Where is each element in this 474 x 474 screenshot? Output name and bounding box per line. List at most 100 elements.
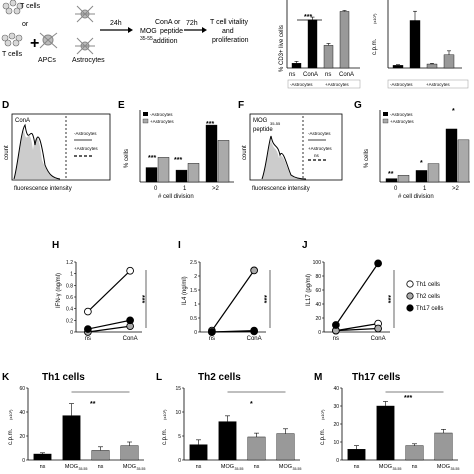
xtick-label-barsL-3: MOG (279, 464, 292, 470)
panel-a-schematic: T cells or T cells + APCs Astrocytes (1, 0, 249, 64)
mog-sub: 35-55 (140, 36, 153, 42)
bar-barsG-1-1 (427, 163, 440, 183)
xtick-sub-barsL-3: 35-55 (293, 467, 302, 471)
panel-k-ylabel: c.p.m. (8, 428, 14, 445)
panel-f-ns: ns (314, 153, 320, 158)
legend-marker-th2 (406, 292, 414, 300)
panel-k-title: Th1 cells (42, 372, 85, 383)
panel-k-stat: ** (90, 401, 96, 408)
arrow-2-label: 72h (186, 20, 198, 27)
ytick-label-lineH-4: 0.8 (66, 283, 73, 289)
bar-barsE-1-1 (187, 163, 200, 183)
arrow-1-head (128, 27, 133, 33)
panel-i: I IL4 (ng/ml) 0 0.5 1 1.5 2 2.5 ns ConA *** (178, 240, 271, 342)
panel-b-tick-2: ConA (303, 72, 318, 78)
panel-f-letter: F (238, 100, 244, 111)
panel-c-legend-2: +Astrocytes (426, 82, 450, 87)
xtick-label-lineI-1: ConA (247, 336, 262, 342)
panel-g-legend-2: +Astrocytes (390, 119, 414, 124)
panel-i-stat: *** (260, 295, 267, 303)
bar-barsC-0 (392, 65, 404, 69)
point-lineH-0-1 (126, 266, 134, 275)
panel-g-tick-1: 0 (394, 186, 398, 192)
panel-g-ylabel: % cells (364, 149, 370, 168)
xtick-sub-barsM-1: 35-55 (393, 467, 402, 471)
panel-h-ylabel: IFN-γ (ng/ml) (56, 273, 62, 308)
panel-d-histogram-minus (13, 123, 61, 180)
series-line-lineI-2 (211, 330, 255, 333)
ytick-label-barsK-2: 40 (19, 410, 25, 416)
panel-g-xlabel: # cell division (398, 194, 434, 200)
panel-l-stat: * (250, 401, 253, 408)
astrocytes-label: Astrocytes (72, 57, 105, 64)
bar-barsC-1 (409, 20, 421, 69)
bar-barsE-2-0 (205, 124, 218, 183)
ytick-label-lineH-2: 0.4 (66, 307, 73, 313)
panel-i-plot: 0 0.5 1 1.5 2 2.5 ns ConA (190, 260, 271, 342)
point-lineJ-2-0 (332, 321, 340, 329)
outcome-line-2: and (222, 28, 234, 35)
panel-f-legend-1: -Astrocytes (308, 131, 331, 136)
ytick-label-barsL-0: 0 (178, 458, 181, 464)
xtick-label-lineI-0: ns (209, 336, 215, 342)
panel-b: % CD3+ live cells *** ns ConA ns ConA -A… (279, 0, 361, 89)
panel-f-title: MOG (253, 118, 268, 124)
bar-barsK-0 (33, 453, 52, 461)
series-line-lineJ-2 (335, 263, 379, 326)
panel-h: H IFN-γ (ng/ml) 00.20.40.60.811.2ns ConA … (52, 240, 147, 342)
panel-h-stat: *** (138, 295, 145, 303)
panel-i-ylabel: IL4 (ng/ml) (182, 276, 188, 305)
ytick-label-lineJ-4: 80 (315, 274, 321, 280)
bar-barsL-0 (189, 444, 208, 461)
panel-b-tick-3: ns (325, 72, 331, 78)
bar-barsG-1-0 (415, 170, 428, 183)
panel-l-ylabel: c.p.m. (162, 428, 168, 445)
panel-b-legend-2: +Astrocytes (325, 82, 349, 87)
panel-e-legend-swatch-2 (142, 118, 149, 124)
panel-c-legend-box (387, 79, 469, 89)
legend-th2: Th2 cells (416, 294, 440, 300)
panel-e-letter: E (118, 100, 125, 111)
series-line-lineJ-1 (335, 327, 379, 332)
ytick-label-lineI-4: 2 (194, 274, 197, 280)
panel-d-xlabel: fluorescence intensity (14, 186, 72, 192)
panel-h-plot: 0 0.2 0.4 0.6 0.8 1 1.2 ns ConA (66, 260, 147, 342)
bar-barsB-1 (307, 19, 318, 69)
xtick-label-barsM-3: MOG (437, 464, 450, 470)
panel-b-legend-1: -Astrocytes (290, 82, 313, 87)
ytick-label-lineJ-2: 40 (315, 302, 321, 308)
cona-label: ConA or (155, 19, 181, 26)
panel-g-tick-3: >2 (452, 186, 460, 192)
xtick-sub-barsM-3: 35-55 (451, 467, 460, 471)
ytick-label-lineH-3: 0.6 (66, 295, 73, 301)
panel-e-tick-2: 1 (183, 186, 187, 192)
series-line-lineH-0 (87, 270, 131, 313)
ytick-label-barsM-0: 0 (336, 458, 339, 464)
bar-barsG-2-0 (445, 128, 458, 183)
bar-barsM-2 (405, 445, 424, 461)
xtick-label-barsM-1: MOG (379, 464, 392, 470)
xtick-label-barsK-1: MOG (65, 464, 78, 470)
xtick-label-barsK-0: ns (40, 464, 46, 470)
panel-k-letter: K (2, 372, 10, 383)
plus-sign: + (30, 35, 39, 52)
xtick-label-barsK-2: ns (98, 464, 104, 470)
panel-b-tick-1: ns (289, 72, 295, 78)
panel-e-xlabel: # cell division (158, 194, 194, 200)
panel-f-title-2: peptide (253, 127, 273, 133)
panel-l-yunit: (x10³) (162, 409, 167, 420)
bar-barsM-1 (376, 405, 395, 461)
panel-e-stat-1: *** (148, 155, 156, 162)
panel-d-legend-1: -Astrocytes (74, 131, 97, 136)
panel-m: M Th17 cells c.p.m. (x10³) 0 10 20 30 40 ns MO… (314, 372, 460, 471)
panel-e-legend-swatch-1 (143, 112, 148, 116)
panel-d-legend-2: +Astrocytes (74, 146, 98, 151)
panel-e-legend-2: +Astrocytes (150, 119, 174, 124)
panel-c-bars (392, 10, 455, 69)
bar-barsB-3 (339, 11, 350, 69)
ytick-label-barsM-2: 20 (333, 422, 339, 428)
